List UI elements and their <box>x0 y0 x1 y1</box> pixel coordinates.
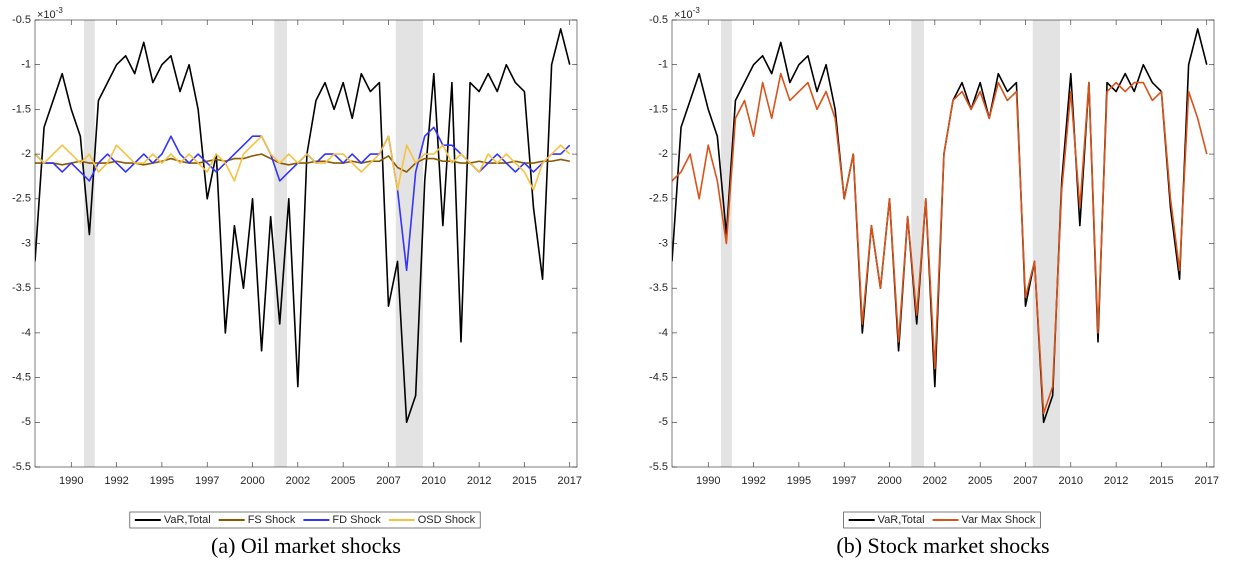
shaded-region <box>911 20 924 467</box>
x-tick-label: 2012 <box>467 475 491 487</box>
x-tick-label: 2005 <box>331 475 355 487</box>
y-tick-label: -2 <box>658 148 668 160</box>
y-exponent: ×10-3 <box>674 6 700 21</box>
legend-label: FS Shock <box>248 514 296 526</box>
series-line <box>35 28 571 424</box>
x-tick-label: 2000 <box>877 475 901 487</box>
y-tick-label: -0.5 <box>12 14 31 26</box>
y-tick-label: -5 <box>21 416 31 428</box>
legend-label: FD Shock <box>332 514 381 526</box>
y-tick-label: -1.5 <box>649 103 668 115</box>
y-tick-label: -4 <box>21 327 31 339</box>
legend: VaR,Total FS Shock FD Shock OSD Shock <box>129 511 481 529</box>
x-tick-label: 2002 <box>286 475 310 487</box>
x-tick-label: 2005 <box>968 475 992 487</box>
y-tick-label: -5.5 <box>649 461 668 473</box>
x-tick-label: 1992 <box>741 475 765 487</box>
y-tick-label: -3 <box>658 237 668 249</box>
x-tick-label: 1995 <box>150 475 174 487</box>
x-tick-label: 1990 <box>59 475 83 487</box>
y-tick-label: -4.5 <box>12 372 31 384</box>
y-tick-label: -5.5 <box>12 461 31 473</box>
x-tick-label: 2002 <box>923 475 947 487</box>
series-group <box>35 28 571 424</box>
legend-label: OSD Shock <box>418 514 476 526</box>
x-tick-label: 1992 <box>104 475 128 487</box>
exponent-power: -3 <box>56 6 64 15</box>
series-line <box>35 153 570 173</box>
caption: (a) Oil market shocks <box>211 533 401 558</box>
x-tick-label: 2007 <box>376 475 400 487</box>
y-tick-label: -1 <box>658 59 668 71</box>
plot-area <box>35 20 577 467</box>
x-tick-label: 2017 <box>558 475 582 487</box>
x-tick-label: 2007 <box>1013 475 1037 487</box>
y-tick-label: -3.5 <box>649 282 668 294</box>
legend-label: Var Max Shock <box>962 514 1036 526</box>
legend: VaR,Total Var Max Shock <box>843 511 1041 529</box>
shaded-region <box>274 20 287 467</box>
exponent-base: ×10 <box>674 9 693 21</box>
x-tick-label: 1990 <box>696 475 720 487</box>
legend-label: VaR,Total <box>878 514 925 526</box>
x-tick-label: 2015 <box>512 475 536 487</box>
x-tick-label: 2017 <box>1195 475 1219 487</box>
series-group <box>672 28 1208 424</box>
y-tick-label: -4 <box>658 327 668 339</box>
y-tick-label: -5 <box>658 416 668 428</box>
x-tick-label: 2010 <box>422 475 446 487</box>
x-tick-label: 2010 <box>1059 475 1083 487</box>
series-line <box>35 135 571 191</box>
series-line <box>672 72 1208 415</box>
x-tick-label: 2000 <box>240 475 264 487</box>
shaded-region <box>1032 20 1060 467</box>
y-tick-label: -3.5 <box>12 282 31 294</box>
y-tick-label: -2 <box>21 148 31 160</box>
x-tick-label: 1995 <box>787 475 811 487</box>
y-exponent: ×10-3 <box>37 6 63 21</box>
x-tick-label: 1997 <box>195 475 219 487</box>
x-tick-label: 2012 <box>1104 475 1128 487</box>
exponent-base: ×10 <box>37 9 56 21</box>
shaded-region <box>83 20 95 467</box>
exponent-power: -3 <box>693 6 701 15</box>
y-tick-label: -2.5 <box>12 193 31 205</box>
y-tick-label: -4.5 <box>649 372 668 384</box>
y-tick-label: -1.5 <box>12 103 31 115</box>
y-tick-label: -1 <box>21 59 31 71</box>
y-tick-label: -3 <box>21 237 31 249</box>
x-tick-label: 1997 <box>832 475 856 487</box>
plot-area <box>672 20 1214 467</box>
y-tick-label: -2.5 <box>649 193 668 205</box>
x-tick-label: 2015 <box>1149 475 1173 487</box>
y-tick-label: -0.5 <box>649 14 668 26</box>
caption: (b) Stock market shocks <box>836 533 1049 558</box>
legend-label: VaR,Total <box>164 514 211 526</box>
